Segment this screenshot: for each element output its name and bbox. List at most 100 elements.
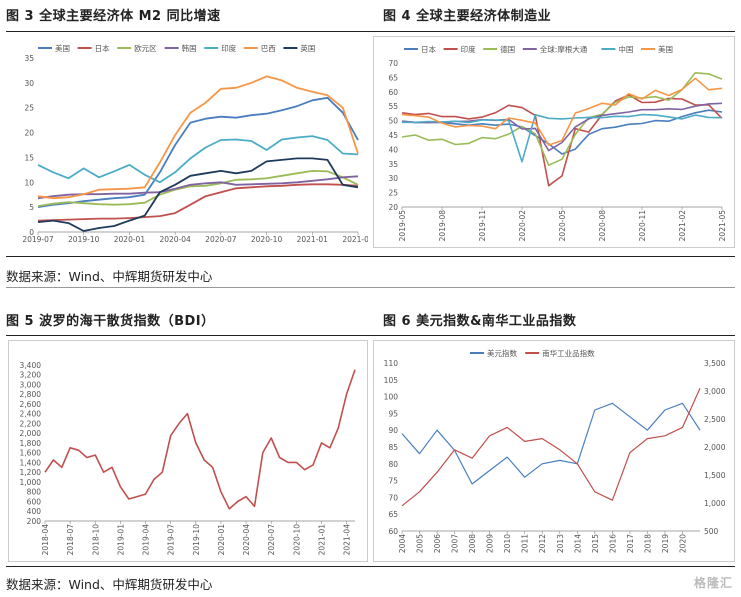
fig4-legend-label-5: 美国 xyxy=(658,44,673,54)
fig6-x-tick-label: 2008 xyxy=(468,534,477,553)
fig3-y-tick-label: 30 xyxy=(24,79,34,88)
fig4-y-tick-label: 35 xyxy=(388,160,398,169)
fig5-y-tick-label: 1,000 xyxy=(20,478,42,487)
fig6-x-tick-label: 2013 xyxy=(556,534,565,553)
fig3-x-tick-label: 2020-07 xyxy=(205,235,237,244)
fig5-y-tick-label: 1,800 xyxy=(20,439,42,448)
fig5-chart: 2004006008001,0001,2001,4001,6001,8002,0… xyxy=(20,361,356,556)
fig4-series-5 xyxy=(401,77,723,146)
fig5-x-tick-label: 2021-01 xyxy=(317,524,326,556)
mid-rule-1 xyxy=(6,256,735,257)
fig4-x-tick-label: 2020-11 xyxy=(638,210,647,242)
fig4-x-tick-label: 2019-05 xyxy=(398,210,407,242)
fig5-x-tick-label: 2021-04 xyxy=(343,524,352,556)
fig6-y-right-tick-label: 3,500 xyxy=(704,359,726,368)
fig3-x-tick-label: 2020-04 xyxy=(159,235,191,244)
fig6-x-tick-label: 2004 xyxy=(398,534,407,553)
fig3-series-3 xyxy=(37,175,359,200)
fig4-y-tick-label: 25 xyxy=(388,189,398,198)
fig3-x-tick-label: 2020-01 xyxy=(114,235,146,244)
fig3-x-tick-label: 2019-07 xyxy=(22,235,54,244)
fig3-legend-label-4: 印度 xyxy=(221,43,236,53)
fig6-x-tick-label: 2009 xyxy=(486,534,495,553)
fig5-y-tick-label: 600 xyxy=(27,497,42,506)
fig5-y-tick-label: 3,400 xyxy=(20,361,42,370)
source-bottom: 数据来源：Wind、中辉期货研发中心 xyxy=(6,577,213,592)
fig5-y-tick-label: 2,000 xyxy=(20,429,42,438)
fig6-y-tick-label: 100 xyxy=(384,393,399,402)
top-rule xyxy=(6,31,735,32)
fig5-y-tick-label: 1,200 xyxy=(20,468,42,477)
fig5-y-tick-label: 2,600 xyxy=(20,400,42,409)
fig5-y-tick-label: 1,600 xyxy=(20,449,42,458)
fig3-panel: 0 5 10 15 20 25 30 35 2019-07 2019-10 2020-01 2020-… xyxy=(8,36,368,248)
fig4-series-1 xyxy=(401,94,723,187)
fig5-x-tick-label: 2018-04 xyxy=(41,524,50,556)
fig3-y-tick-label: 15 xyxy=(24,153,34,162)
fig5-x-tick-label: 2019-07 xyxy=(167,524,176,556)
fig3-chart: 0 5 10 15 20 25 30 35 2019-07 2019-10 2020-01 2020-… xyxy=(22,43,368,244)
fig6-x-tick-label: 2017 xyxy=(626,534,635,553)
fig4-x-tick-label: 2021-02 xyxy=(678,210,687,242)
fig6-y-right-tick-label: 1,500 xyxy=(704,471,726,480)
fig4-y-tick-label: 40 xyxy=(388,145,398,154)
fig4-x-tick-label: 2019-11 xyxy=(478,210,487,242)
fig3-series-0 xyxy=(37,96,359,208)
fig6-y-tick-label: 70 xyxy=(388,493,398,502)
fig6-y-tick-label: 85 xyxy=(388,443,398,452)
fig5-x-tick-label: 2018-10 xyxy=(91,524,100,556)
fig3-x-tick-label: 2019-10 xyxy=(68,235,100,244)
fig3-series-2 xyxy=(37,169,359,207)
fig5-x-tick-label: 2019-10 xyxy=(192,524,201,556)
fig6-legend-label-0: 美元指数 xyxy=(487,348,517,358)
fig4-y-tick-label: 20 xyxy=(388,203,398,212)
fig6-x-tick-label: 2014 xyxy=(573,534,582,553)
fig3-x-tick-label: 2021-04 xyxy=(342,235,368,244)
fig6-x-tick-label: 2018 xyxy=(643,534,652,553)
fig3-series-1 xyxy=(37,183,359,222)
fig5-panel: 200 400 600 800 1,000 1,200 1,400 1,600 1,800 2,0… xyxy=(8,340,368,562)
fig4-y-tick-label: 45 xyxy=(388,131,398,140)
fig5-x-tick-label: 2019-04 xyxy=(142,524,151,556)
fig6-x-tick-label: 2012 xyxy=(538,534,547,553)
fig6-title: 图 6 美元指数&南华工业品指数 xyxy=(383,314,577,329)
fig6-series-1 xyxy=(401,387,701,507)
fig5-x-tick-label: 2020-01 xyxy=(217,524,226,556)
fig5-x-tick-label: 2018-07 xyxy=(66,524,75,556)
watermark-logo: 格隆汇 xyxy=(693,576,733,590)
fig3-legend-label-2: 欧元区 xyxy=(134,43,157,53)
fig4-chart: 20 25 30 35 40 45 50 55 60 65 70 2019-05 2019-08 2019… xyxy=(388,44,727,242)
fig3-series-4 xyxy=(37,135,359,184)
fig6-y-tick-label: 95 xyxy=(388,409,398,418)
fig6-y-tick-label: 80 xyxy=(388,460,398,469)
fig6-x-tick-label: 2007 xyxy=(451,534,460,553)
fig4-legend-label-4: 中国 xyxy=(618,44,633,54)
fig6-x-tick-label: 2011 xyxy=(521,534,530,553)
fig3-title: 图 3 全球主要经济体 M2 同比增速 xyxy=(6,9,221,24)
fig4-y-tick-label: 65 xyxy=(388,73,398,82)
fig6-x-tick-label: 2005 xyxy=(416,534,425,553)
fig3-legend-label-1: 日本 xyxy=(95,43,110,53)
fig6-x-tick-label: 2019 xyxy=(661,534,670,553)
fig5-y-tick-label: 400 xyxy=(27,507,42,516)
fig4-series-4 xyxy=(402,113,723,163)
fig5-y-tick-label: 3,200 xyxy=(20,371,42,380)
fig3-y-tick-label: 0 xyxy=(29,228,34,237)
fig4-title: 图 4 全球主要经济体制造业 xyxy=(383,9,552,24)
fig5-y-tick-label: 2,200 xyxy=(20,419,42,428)
fig4-y-tick-label: 70 xyxy=(388,59,398,68)
fig6-y-tick-label: 75 xyxy=(388,477,398,486)
fig6-panel: 60 65 70 75 80 85 90 95 100 105 110 500 1,000 1,500 2,… xyxy=(373,340,735,562)
fig4-y-tick-label: 30 xyxy=(388,174,398,183)
bottom-rule xyxy=(6,566,735,567)
bottom-title-rule xyxy=(6,335,735,336)
fig6-y-tick-label: 65 xyxy=(388,510,398,519)
fig3-series-5 xyxy=(37,75,359,200)
fig4-x-tick-label: 2021-05 xyxy=(718,210,727,242)
fig3-y-tick-label: 35 xyxy=(24,54,34,63)
fig5-y-tick-label: 2,800 xyxy=(20,390,42,399)
fig4-x-tick-label: 2020-02 xyxy=(518,210,527,242)
fig3-y-tick-label: 20 xyxy=(24,129,34,138)
fig6-x-tick-label: 2020 xyxy=(678,534,687,553)
fig3-legend-label-5: 巴西 xyxy=(261,44,276,53)
